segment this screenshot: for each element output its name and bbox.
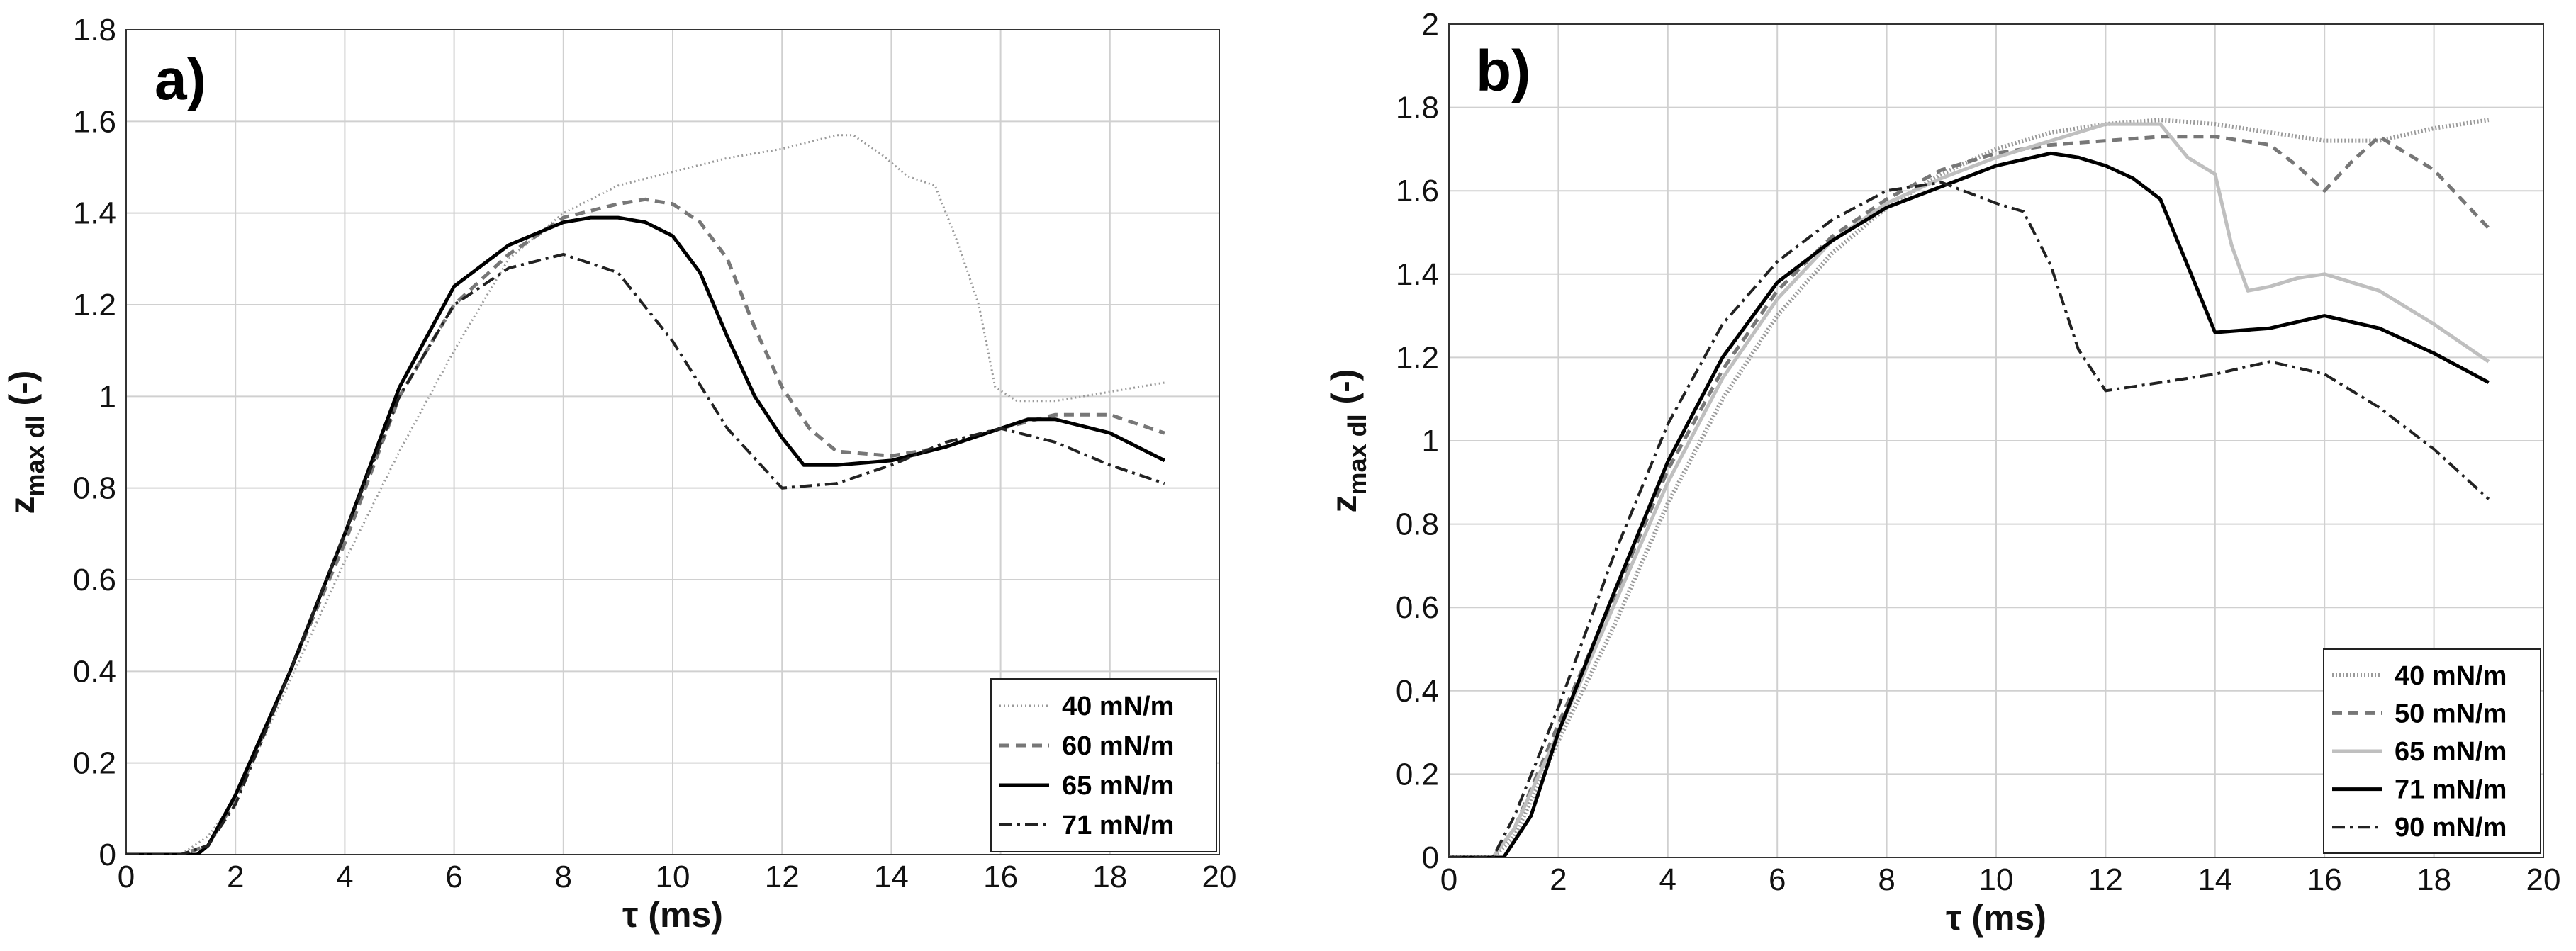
y-axis-label-main: z (2, 496, 42, 514)
x-tick-label: 2 (1550, 862, 1567, 897)
legend-label: 65 mN/m (1062, 771, 1174, 801)
x-tick-label: 20 (2526, 862, 2561, 897)
legend-label: 40 mN/m (1062, 692, 1174, 721)
y-tick-label: 1 (1422, 424, 1439, 458)
x-tick-label: 14 (2197, 862, 2232, 897)
x-tick-label: 18 (2417, 862, 2451, 897)
y-tick-label: 0 (1422, 840, 1439, 875)
y-axis-label: zmax dl (-) (1324, 369, 1372, 513)
x-axis-label: τ (ms) (1946, 898, 2046, 938)
legend-box (990, 678, 1217, 852)
legend-label: 71 mN/m (2395, 775, 2507, 805)
y-tick-label: 1.8 (73, 13, 116, 47)
y-tick-label: 1.2 (73, 288, 116, 322)
x-axis-label: τ (ms) (622, 895, 723, 935)
chart-panel-b: 0 2 4 6 8 10 12 14 16 18 20 0 0.2 0.4 0.6 0.8 1 1.2 1.4 1.6… (1324, 7, 2560, 938)
y-tick-label: 1 (99, 379, 116, 414)
x-tick-label: 8 (555, 860, 572, 894)
x-tick-label: 0 (1440, 862, 1457, 897)
series-line-65-mn-m (1449, 122, 2490, 857)
x-tick-label: 4 (1659, 862, 1676, 897)
legend-label: 40 mN/m (2395, 661, 2507, 691)
legend-label: 65 mN/m (2395, 737, 2507, 767)
x-tick-label: 6 (445, 860, 462, 894)
y-tick-label: 0.6 (73, 563, 116, 597)
legend: 40 mN/m 60 mN/m 65 mN/m 71 mN/m (990, 678, 1217, 852)
y-axis-label-main: z (1324, 495, 1364, 512)
legend: 40 mN/m 50 mN/m 65 mN/m 71 mN/m 90 mN/m (2323, 648, 2541, 854)
y-tick-label: 1.8 (1396, 91, 1439, 125)
x-tick-label: 2 (227, 860, 244, 894)
x-tick-label: 12 (2088, 862, 2123, 897)
x-tick-label: 16 (983, 860, 1018, 894)
series-line-65-mn-m (126, 215, 1166, 855)
y-tick-label: 0.4 (1396, 674, 1439, 709)
legend-label: 50 mN/m (2395, 699, 2507, 728)
series-group (126, 134, 1166, 855)
panel-label: b) (1476, 39, 1530, 103)
x-tick-label: 18 (1092, 860, 1127, 894)
plot-area (1448, 23, 2544, 858)
y-tick-label: 0.2 (1396, 757, 1439, 792)
y-tick-label: 0.8 (73, 471, 116, 506)
x-tick-label: 16 (2307, 862, 2342, 897)
y-tick-label: 2 (1422, 7, 1439, 42)
x-tick-label: 12 (765, 860, 800, 894)
x-tick-label: 10 (1979, 862, 2014, 897)
series-group (1449, 118, 2490, 857)
y-tick-label: 0 (99, 838, 116, 872)
y-tick-label: 0.6 (1396, 590, 1439, 625)
y-tick-label: 0.4 (73, 654, 116, 689)
x-tick-label: 0 (118, 860, 135, 894)
x-tick-label: 20 (1202, 860, 1237, 894)
series-line-71-mn-m (1449, 151, 2490, 857)
y-axis-label-unit: (-) (2, 371, 42, 416)
x-tick-label: 4 (336, 860, 353, 894)
y-tick-label: 1.4 (73, 196, 116, 231)
y-tick-label: 1.6 (73, 104, 116, 139)
x-tick-label: 8 (1878, 862, 1895, 897)
y-tick-label: 1.4 (1396, 257, 1439, 292)
x-tick-label: 6 (1769, 862, 1786, 897)
x-tick-label: 14 (874, 860, 909, 894)
y-tick-label: 1.2 (1396, 340, 1439, 375)
x-tick-label: 10 (656, 860, 690, 894)
chart-panel-a: 0 2 4 6 8 10 12 14 16 18 20 0 0.2 0.4 0.6 0.8 1 1.2 1.4 1.6… (2, 13, 1236, 935)
y-axis-label-sub: max dl (1343, 414, 1372, 495)
panel-label: a) (155, 47, 206, 112)
y-tick-label: 0.8 (1396, 507, 1439, 542)
y-axis-label-sub: max dl (21, 415, 50, 496)
legend-label: 71 mN/m (1062, 811, 1174, 840)
plot-area (125, 29, 1220, 855)
legend-label: 60 mN/m (1062, 731, 1174, 761)
legend-label: 90 mN/m (2395, 813, 2507, 843)
y-tick-label: 0.2 (73, 746, 116, 781)
series-line-40-mn-m (1449, 118, 2490, 857)
y-axis-label-unit: (-) (1324, 369, 1364, 415)
y-axis-label: zmax dl (-) (2, 371, 50, 514)
series-line-71-mn-m (126, 252, 1165, 855)
series-line-90-mn-m (1449, 181, 2490, 857)
y-tick-label: 1.6 (1396, 174, 1439, 208)
